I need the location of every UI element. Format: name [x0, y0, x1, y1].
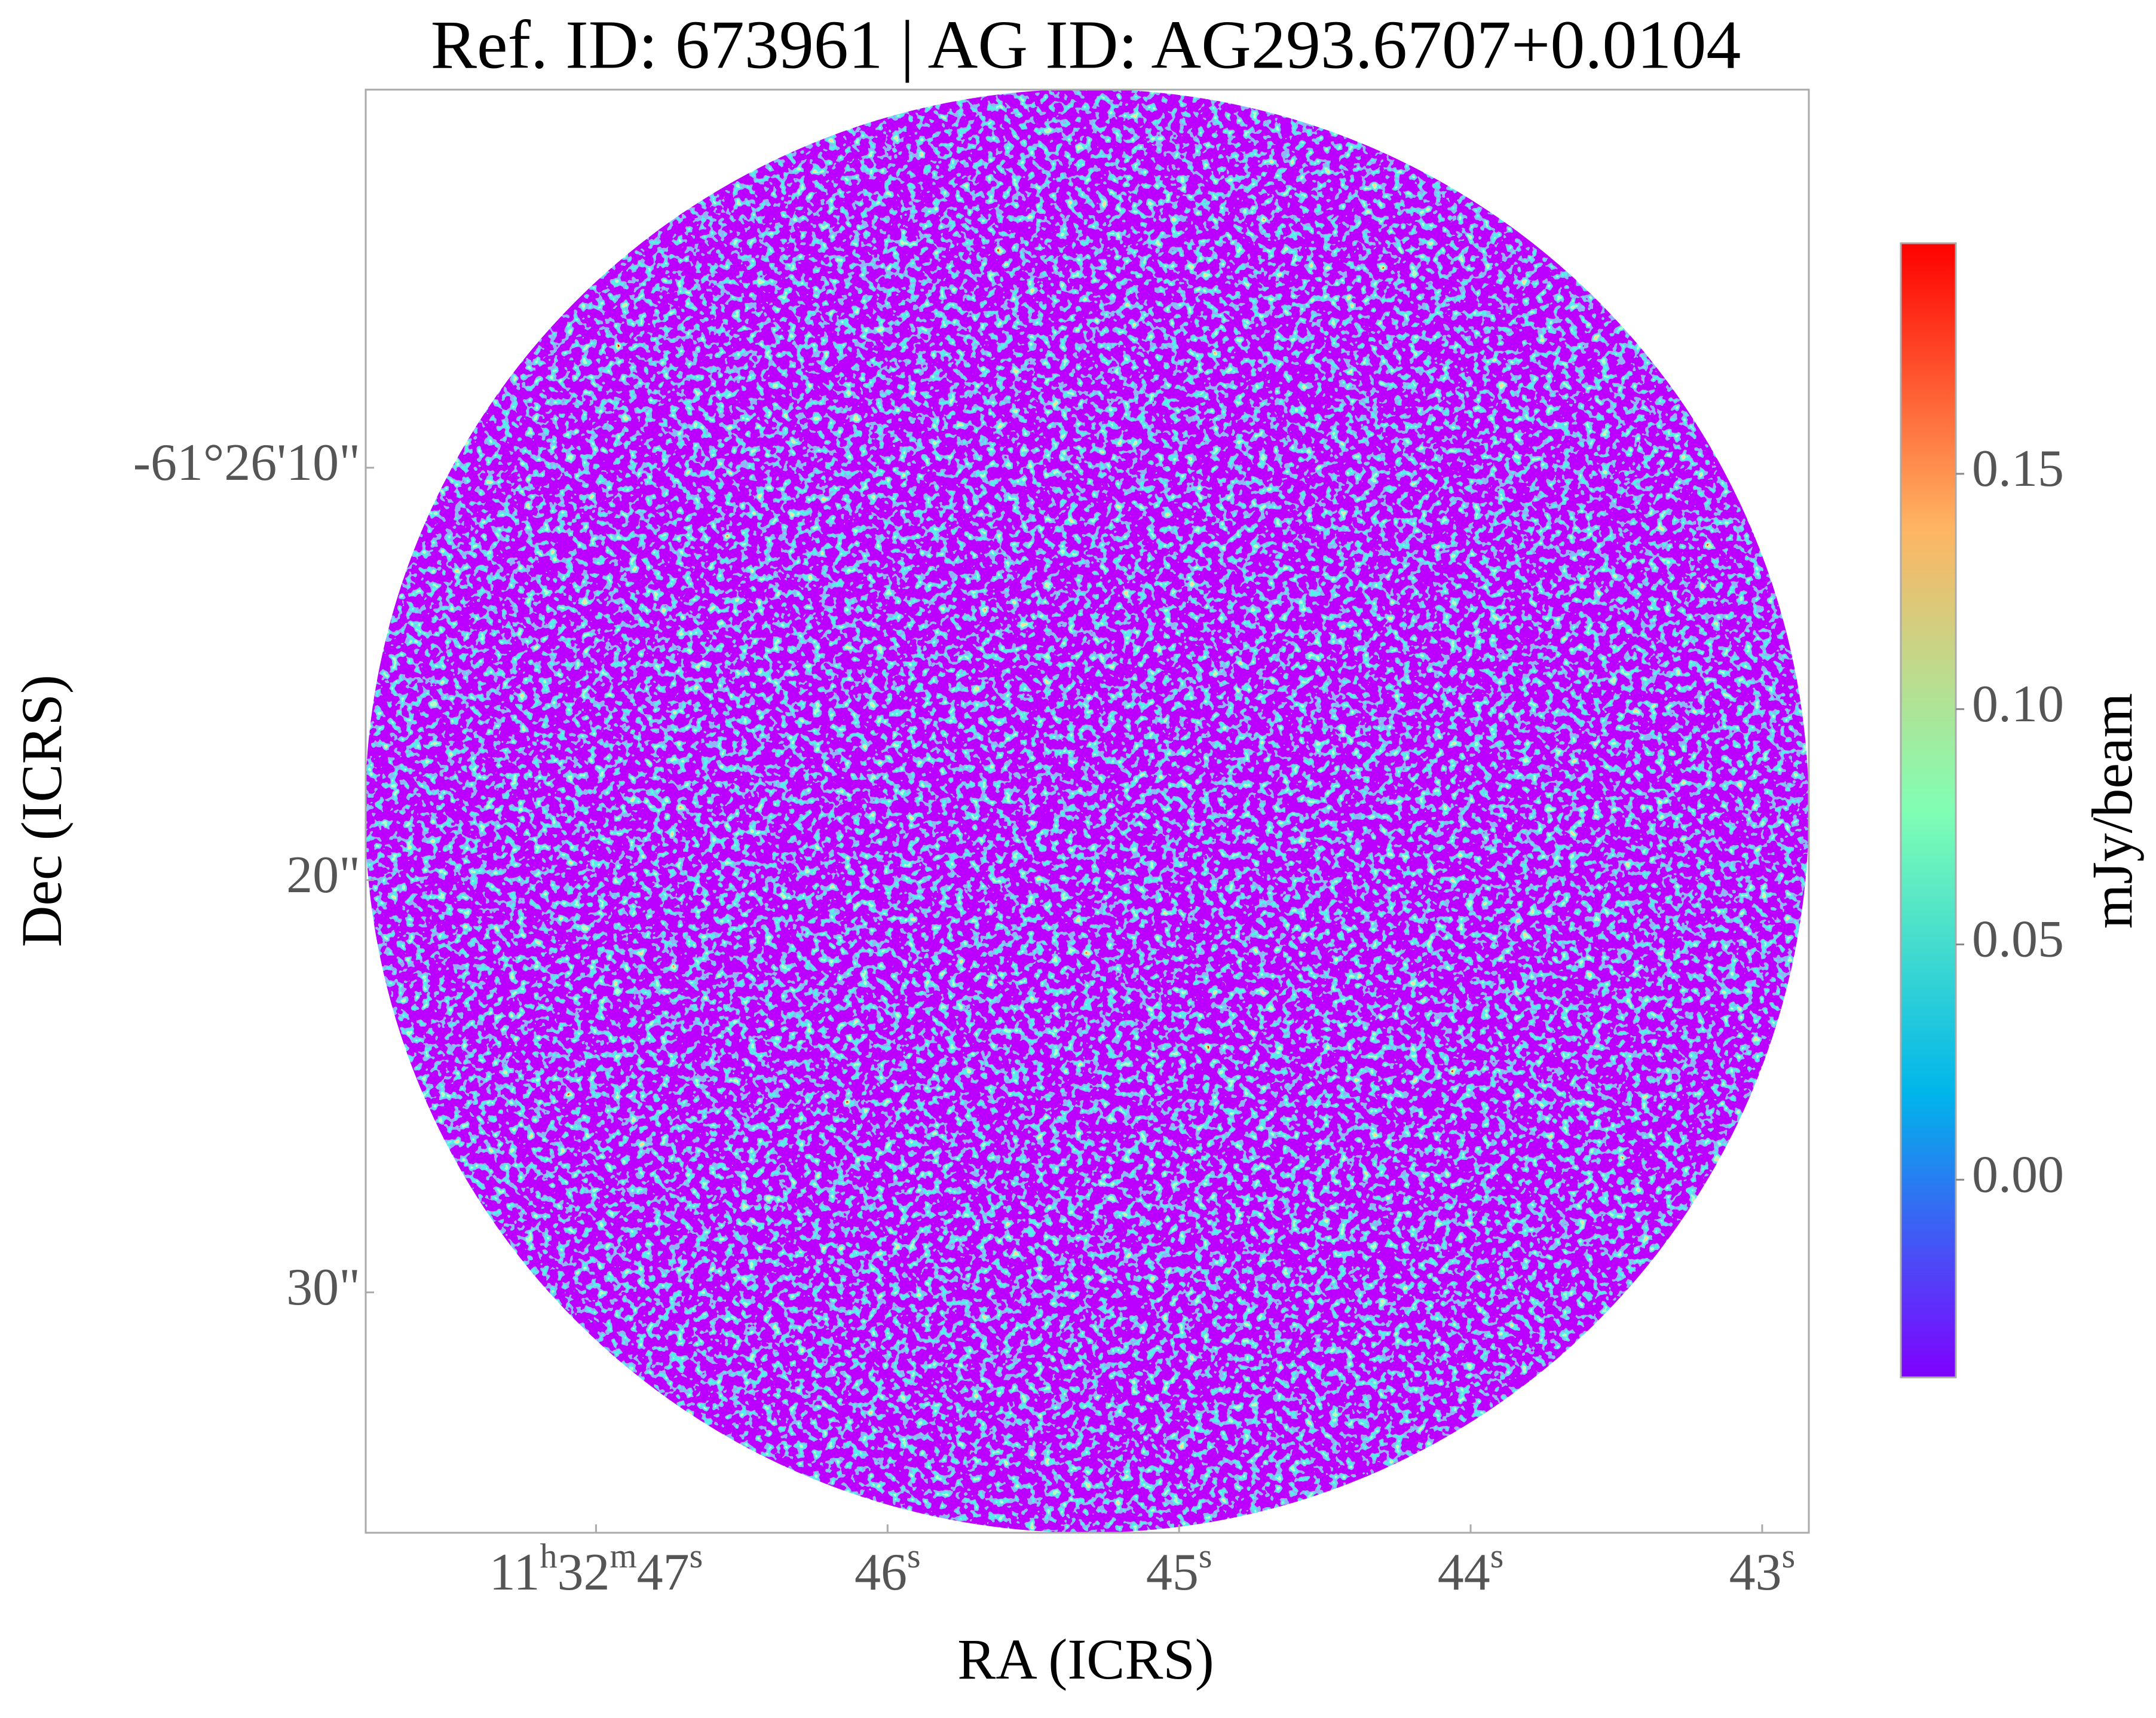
- x-tick-label: 46s: [855, 1536, 921, 1601]
- colorbar-tick-label: 0.00: [1972, 1146, 2064, 1203]
- y-tick-label: 30": [286, 1258, 360, 1316]
- sky-image: [365, 89, 1809, 1533]
- x-tick-label: 11h32m47s: [489, 1536, 703, 1601]
- colorbar: [1900, 242, 1957, 1379]
- colorbar-label: mJy/beam: [2080, 693, 2144, 929]
- chart-title: Ref. ID: 673961 | AG ID: AG293.6707+0.01…: [431, 7, 1741, 84]
- y-tick-label: -61°26'10": [133, 434, 360, 492]
- x-axis-label: RA (ICRS): [957, 1627, 1214, 1691]
- x-tick-label: 44s: [1438, 1536, 1504, 1601]
- y-tick-label: 20": [286, 846, 360, 904]
- colorbar-tick-label: 0.10: [1972, 675, 2064, 733]
- colorbar-tick-label: 0.05: [1972, 911, 2064, 969]
- x-tick-label: 45s: [1146, 1536, 1212, 1601]
- y-axis-label: Dec (ICRS): [10, 675, 74, 947]
- image-layer: [365, 89, 1809, 1533]
- x-tick-label: 43s: [1729, 1536, 1796, 1601]
- colorbar-tick-label: 0.15: [1972, 440, 2064, 498]
- plot-frame: [365, 88, 1810, 1534]
